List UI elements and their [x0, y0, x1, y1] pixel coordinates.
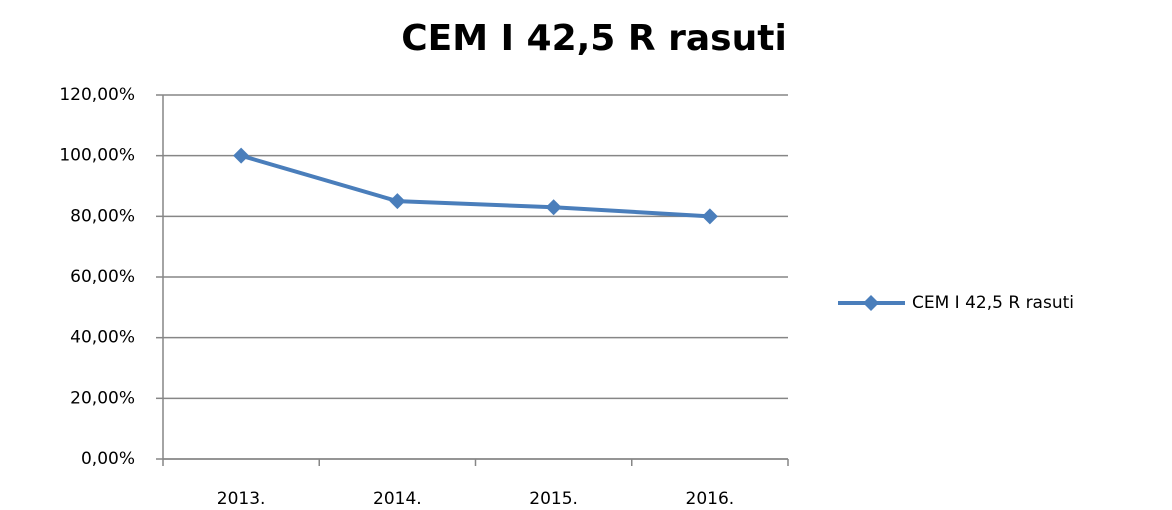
legend-marker: [863, 295, 879, 311]
y-tick-label: 60,00%: [70, 267, 135, 287]
point: [701, 208, 718, 225]
x-tick-label: 2014.: [373, 489, 422, 509]
x-tick-label: 2013.: [217, 489, 266, 509]
x-tick-label: 2016.: [686, 489, 735, 509]
y-tick-label: 100,00%: [59, 146, 135, 166]
x-tick-label: 2015.: [529, 489, 578, 509]
point: [233, 147, 250, 164]
legend-label: CEM I 42,5 R rasuti: [912, 293, 1074, 313]
point: [545, 199, 562, 216]
y-tick-label: 40,00%: [70, 328, 135, 348]
series-line: [240, 153, 710, 219]
y-tick-label: 120,00%: [59, 85, 135, 105]
point: [389, 193, 406, 210]
y-tick-label: 0,00%: [81, 449, 135, 469]
chart-title: CEM I 42,5 R rasuti: [401, 18, 787, 59]
y-tick-label: 80,00%: [70, 206, 135, 226]
y-tick-label: 20,00%: [70, 388, 135, 408]
